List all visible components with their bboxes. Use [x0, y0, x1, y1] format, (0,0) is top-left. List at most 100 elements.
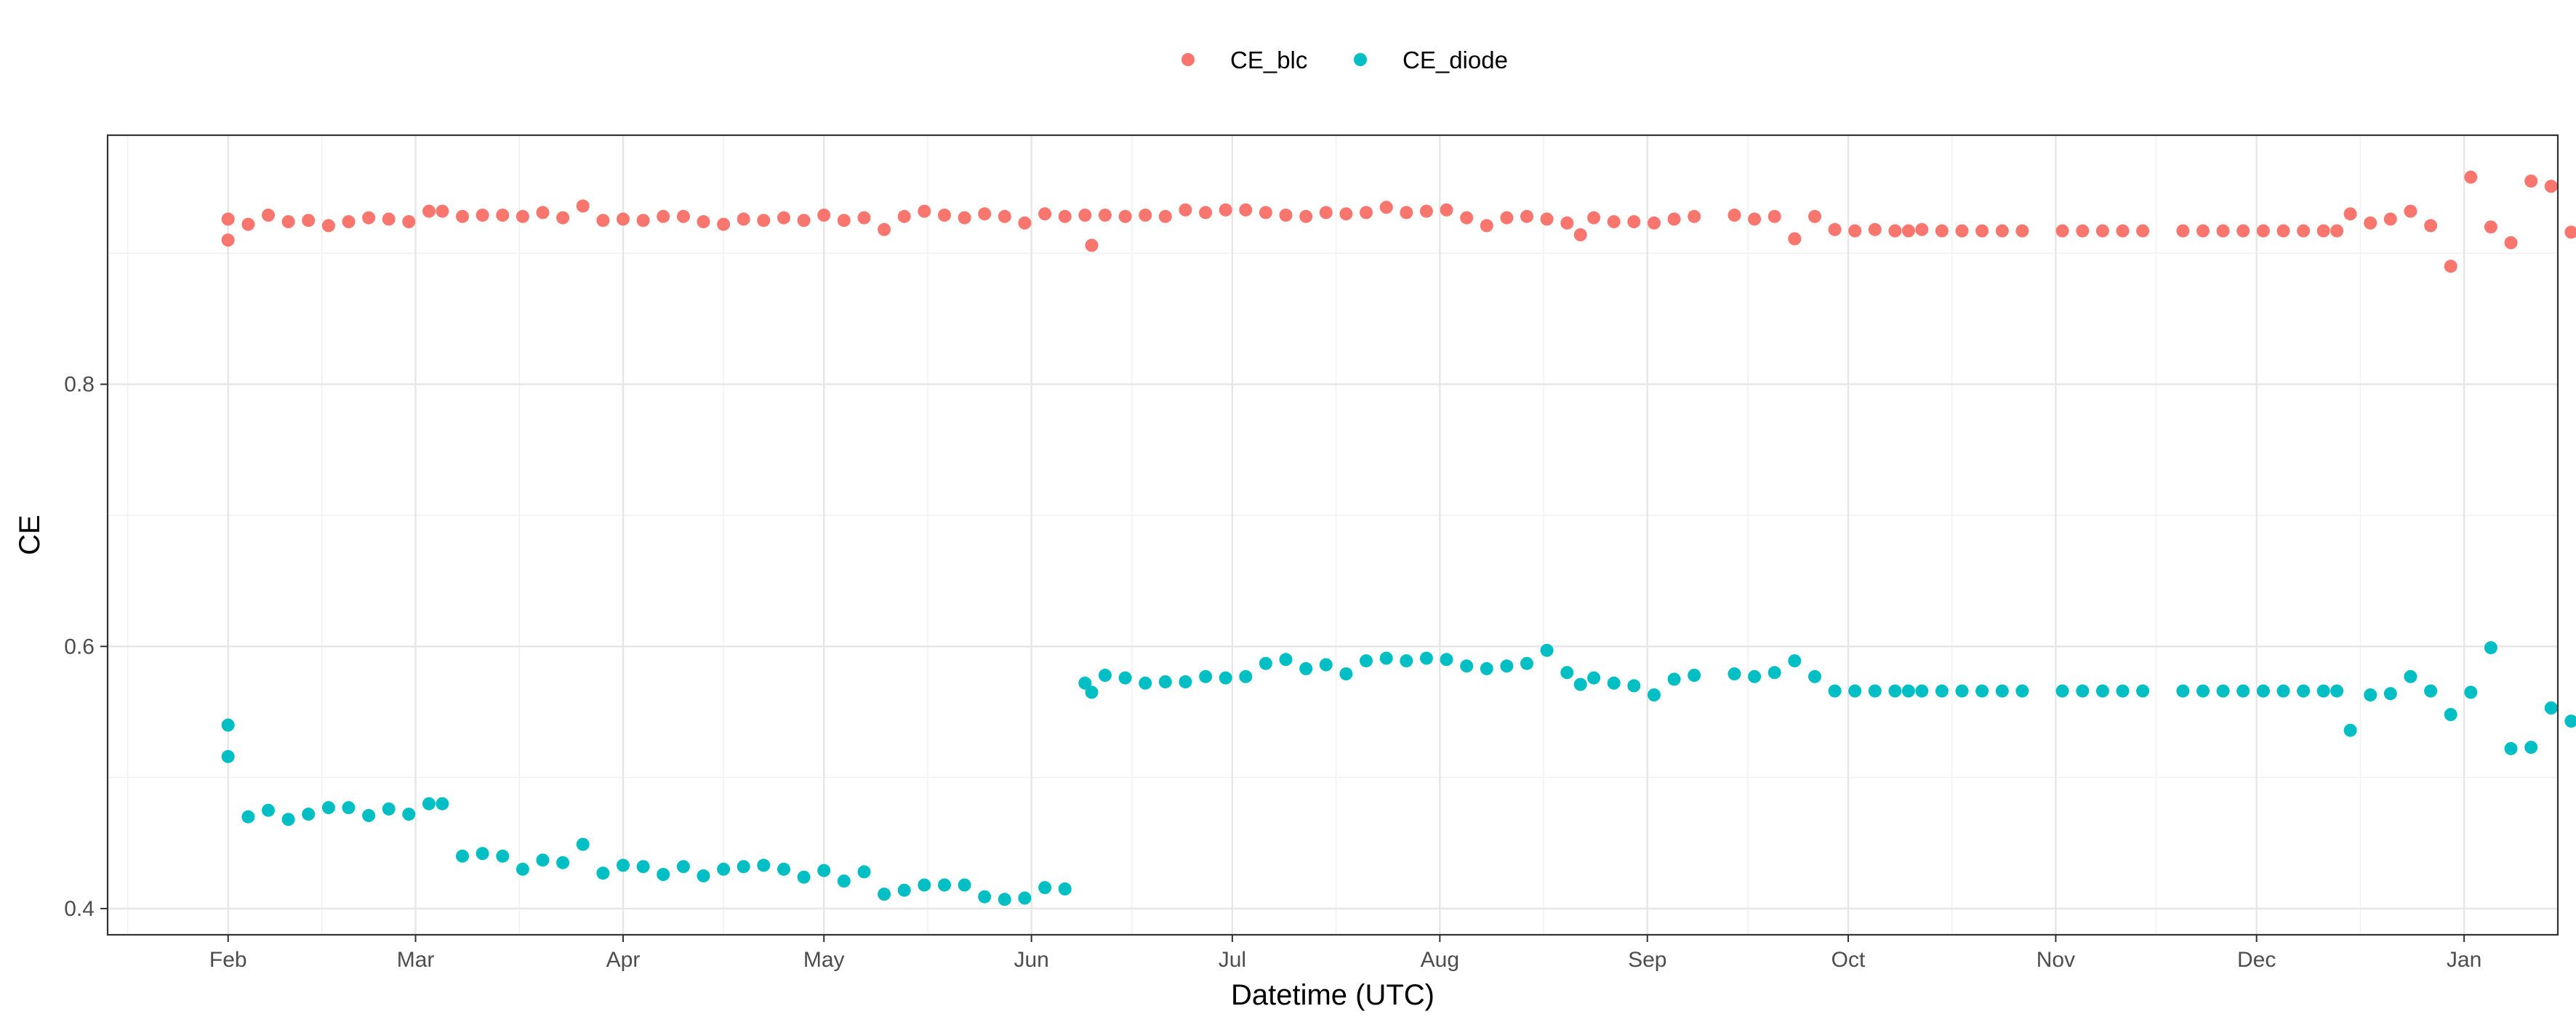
ce-diode-point	[1607, 676, 1621, 690]
ce-diode-point	[2404, 669, 2417, 683]
ce-blc-point	[342, 215, 356, 228]
ce-blc-point	[1688, 209, 1701, 223]
ce-diode-point	[1955, 684, 1969, 698]
ce-blc-point	[422, 204, 436, 218]
ce-blc-point	[1419, 204, 1433, 218]
ce-diode-point	[596, 866, 610, 880]
ce-blc-point	[1607, 215, 1621, 228]
ce-blc-point	[2176, 224, 2190, 238]
x-tick-label: Aug	[1421, 948, 1459, 972]
gridlines	[108, 135, 2558, 935]
ce-blc-point	[2055, 224, 2069, 238]
ce-diode-point	[2116, 684, 2130, 698]
ce-blc-point	[2076, 224, 2090, 238]
x-tick-label: Dec	[2237, 948, 2276, 972]
ce-blc-point	[2424, 219, 2438, 233]
ce-blc-point	[1279, 209, 1293, 222]
ce-blc-point	[1299, 209, 1313, 223]
ce-blc-point	[1768, 209, 1781, 223]
ce-diode-point	[1018, 891, 1032, 905]
ce-diode-point	[1540, 643, 1554, 657]
plot-panel-border	[106, 134, 2559, 936]
ce-diode-point	[1360, 654, 1373, 668]
y-tick-label: 0.8	[64, 373, 95, 397]
ce-blc-point	[636, 214, 650, 228]
ce-blc-point	[515, 209, 529, 223]
ce-blc-point	[1901, 224, 1915, 238]
legend: CE_blc CE_diode	[1181, 47, 1508, 73]
ce-diode-point	[1768, 666, 1781, 680]
x-tick-label: May	[803, 948, 845, 972]
ce-diode-point	[1339, 667, 1353, 681]
ce-diode-point	[676, 860, 690, 874]
ce-diode-point	[878, 888, 891, 901]
ce-blc-point	[1219, 203, 1232, 217]
ce-diode-point	[436, 797, 449, 810]
ce-blc-point	[2297, 224, 2311, 238]
ce-blc-point	[878, 222, 891, 236]
ce-blc-point	[1748, 212, 1762, 226]
ce-diode-point	[1888, 684, 1902, 698]
y-axis-title: CE	[14, 515, 46, 555]
ce-diode-point	[2383, 687, 2397, 701]
ce-blc-point	[1379, 201, 1393, 214]
ce-blc-point	[302, 214, 316, 228]
ce-blc-point	[1319, 206, 1333, 220]
ce-diode-point	[837, 874, 851, 888]
ce-blc-point	[1828, 222, 1842, 236]
ce-blc-point	[221, 233, 235, 247]
ce-blc-point	[2015, 224, 2029, 238]
ce-blc-point	[2544, 180, 2558, 193]
ce-blc-point	[1460, 211, 1474, 225]
ce-blc-point	[1560, 216, 1574, 230]
ce-diode-point	[757, 858, 771, 872]
ce-diode-point	[697, 869, 710, 882]
ce-diode-point	[617, 858, 630, 872]
ce-blc-point	[1058, 209, 1072, 223]
ce-blc-point	[1440, 203, 1453, 217]
ce-diode-point	[476, 847, 489, 861]
ce-blc-point	[556, 211, 570, 225]
ce-blc-point	[1018, 216, 1032, 230]
ce-diode-point	[1199, 669, 1213, 683]
ce-diode-point	[2176, 684, 2190, 698]
ce-diode-point	[536, 853, 550, 867]
ce-diode-point	[321, 801, 335, 815]
ce-diode-point	[402, 808, 416, 821]
ce-blc-point	[998, 209, 1011, 223]
ce-diode-point	[817, 864, 831, 877]
ce-diode-point	[1279, 653, 1293, 667]
ce-diode-point	[456, 849, 469, 863]
ce-diode-point	[2095, 684, 2109, 698]
ce-diode-point	[221, 718, 235, 732]
ce-diode-point	[302, 808, 316, 821]
ce-diode-point	[2236, 684, 2250, 698]
x-tick-label: Nov	[2037, 948, 2075, 972]
ce-blc-point	[1085, 238, 1099, 252]
ce-diode-point	[342, 801, 356, 815]
ce-diode-point	[2544, 701, 2558, 715]
ce-diode-point	[2343, 723, 2357, 737]
ce-blc-point	[362, 211, 376, 225]
ce-diode-point	[1038, 881, 1052, 895]
ce-blc-point	[536, 206, 550, 220]
ce-diode-point	[1868, 684, 1882, 698]
ce-diode-point	[1560, 666, 1574, 680]
ce-diode-point	[1085, 685, 1099, 699]
ce-diode-point	[1158, 675, 1172, 688]
ce-diode-point	[2464, 685, 2478, 699]
ce-blc-point	[1728, 209, 1741, 222]
ce-diode-point	[1901, 684, 1915, 698]
ce-diode-point	[2196, 684, 2210, 698]
ce-blc-point	[2564, 225, 2576, 239]
x-tick-label: Jul	[1219, 948, 1246, 972]
ce-diode-point	[1440, 653, 1453, 667]
x-tick-label: Sep	[1628, 948, 1666, 972]
ce-blc-point	[1038, 207, 1052, 221]
ce-diode-point	[281, 813, 295, 826]
ce-diode-point	[515, 862, 529, 876]
ce-blc-point	[1098, 209, 1112, 222]
ce-blc-point	[2524, 174, 2538, 188]
ce-diode-point	[1728, 667, 1741, 681]
ce-blc-point	[1935, 224, 1949, 238]
